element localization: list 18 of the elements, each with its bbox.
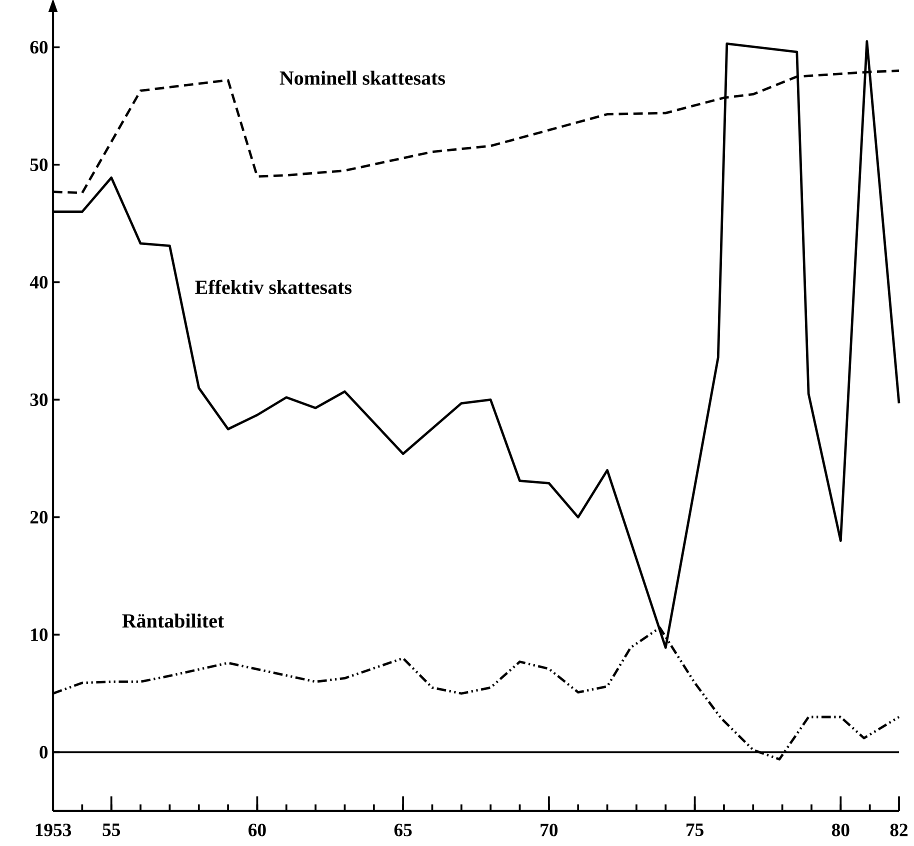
y-tick-label: 0 xyxy=(40,746,48,759)
y-tick-label: 30 xyxy=(30,393,48,406)
x-tick-label: 82 xyxy=(890,824,908,836)
y-tick-label: 10 xyxy=(31,628,48,642)
x-tick-label: 70 xyxy=(540,824,558,836)
x-tick-label: 60 xyxy=(248,824,266,836)
x-tick-label: 65 xyxy=(394,824,412,836)
x-tick-label: 55 xyxy=(102,824,120,836)
y-tick-label: 50 xyxy=(30,158,48,172)
y-tick-label: 40 xyxy=(30,276,48,289)
x-tick-label: 80 xyxy=(832,824,850,836)
series-label: Räntabilitet xyxy=(122,614,224,628)
y-tick-label: 60 xyxy=(30,40,48,54)
text: Nominell skattesats xyxy=(280,70,446,85)
x-tick-label: 75 xyxy=(686,824,704,836)
y-tick-label: 20 xyxy=(30,510,48,524)
series-label: Effektiv skattesats xyxy=(195,280,352,294)
x-tick-label: 1953 xyxy=(36,824,72,836)
